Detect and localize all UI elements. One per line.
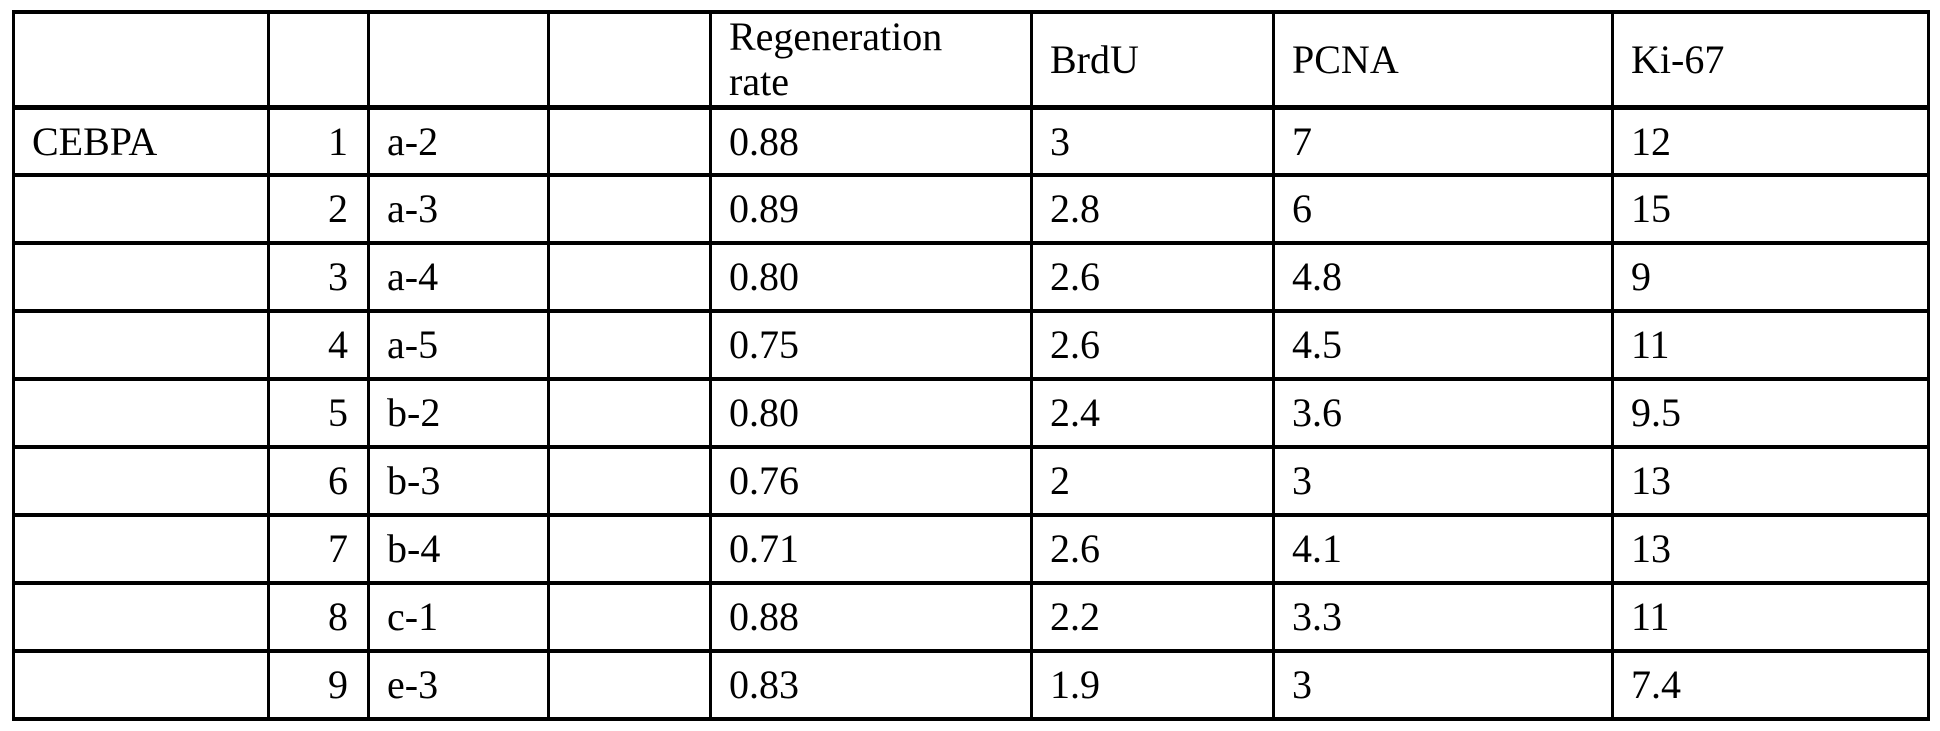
brdu-cell: 2 xyxy=(1030,445,1275,517)
index-cell: 3 xyxy=(267,241,370,313)
spacer-cell xyxy=(547,513,712,585)
gene-cell xyxy=(12,649,270,721)
index-cell: 4 xyxy=(267,309,370,381)
sample-cell: a-2 xyxy=(367,105,550,177)
spacer-cell xyxy=(547,649,712,721)
table-row: 4 a-5 0.75 2.6 4.5 11 xyxy=(12,309,1930,381)
regeneration-rate-cell: 0.88 xyxy=(709,581,1033,653)
regeneration-rate-cell: 0.80 xyxy=(709,377,1033,449)
ki67-cell: 11 xyxy=(1611,581,1930,653)
header-gene xyxy=(12,10,270,110)
ki67-cell: 13 xyxy=(1611,445,1930,517)
index-cell: 2 xyxy=(267,173,370,245)
pcna-cell: 7 xyxy=(1272,105,1614,177)
spacer-cell xyxy=(547,173,712,245)
ki67-cell: 12 xyxy=(1611,105,1930,177)
spacer-cell xyxy=(547,105,712,177)
index-cell: 6 xyxy=(267,445,370,517)
table-header: Regeneration rate BrdU PCNA Ki-67 xyxy=(12,10,1930,110)
header-sample xyxy=(367,10,550,110)
pcna-cell: 6 xyxy=(1272,173,1614,245)
spacer-cell xyxy=(547,581,712,653)
table-row: 2 a-3 0.89 2.8 6 15 xyxy=(12,173,1930,245)
brdu-cell: 2.6 xyxy=(1030,309,1275,381)
table-row: 7 b-4 0.71 2.6 4.1 13 xyxy=(12,513,1930,585)
header-row: Regeneration rate BrdU PCNA Ki-67 xyxy=(12,10,1930,110)
regeneration-rate-cell: 0.83 xyxy=(709,649,1033,721)
brdu-cell: 3 xyxy=(1030,105,1275,177)
pcna-cell: 4.8 xyxy=(1272,241,1614,313)
spacer-cell xyxy=(547,309,712,381)
regeneration-rate-cell: 0.71 xyxy=(709,513,1033,585)
sample-cell: a-4 xyxy=(367,241,550,313)
regeneration-rate-cell: 0.76 xyxy=(709,445,1033,517)
ki67-cell: 15 xyxy=(1611,173,1930,245)
brdu-cell: 1.9 xyxy=(1030,649,1275,721)
header-spacer xyxy=(547,10,712,110)
sample-cell: e-3 xyxy=(367,649,550,721)
table-row: 5 b-2 0.80 2.4 3.6 9.5 xyxy=(12,377,1930,449)
sample-cell: c-1 xyxy=(367,581,550,653)
brdu-cell: 2.4 xyxy=(1030,377,1275,449)
header-ki67: Ki-67 xyxy=(1611,10,1930,110)
gene-cell: CEBPA xyxy=(12,105,270,177)
sample-cell: a-3 xyxy=(367,173,550,245)
sample-cell: b-3 xyxy=(367,445,550,517)
sample-cell: a-5 xyxy=(367,309,550,381)
ki67-cell: 9 xyxy=(1611,241,1930,313)
table-row: 3 a-4 0.80 2.6 4.8 9 xyxy=(12,241,1930,313)
gene-cell xyxy=(12,377,270,449)
sample-cell: b-4 xyxy=(367,513,550,585)
pcna-cell: 3.3 xyxy=(1272,581,1614,653)
index-cell: 5 xyxy=(267,377,370,449)
spacer-cell xyxy=(547,241,712,313)
gene-cell xyxy=(12,513,270,585)
index-cell: 7 xyxy=(267,513,370,585)
gene-cell xyxy=(12,445,270,517)
pcna-cell: 3 xyxy=(1272,445,1614,517)
gene-cell xyxy=(12,309,270,381)
brdu-cell: 2.6 xyxy=(1030,513,1275,585)
table-row: 9 e-3 0.83 1.9 3 7.4 xyxy=(12,649,1930,721)
index-cell: 9 xyxy=(267,649,370,721)
spacer-cell xyxy=(547,445,712,517)
table-body: CEBPA 1 a-2 0.88 3 7 12 2 a-3 0.89 2.8 6… xyxy=(12,105,1930,721)
brdu-cell: 2.6 xyxy=(1030,241,1275,313)
table-row: 6 b-3 0.76 2 3 13 xyxy=(12,445,1930,517)
gene-cell xyxy=(12,173,270,245)
ki67-cell: 9.5 xyxy=(1611,377,1930,449)
data-table: Regeneration rate BrdU PCNA Ki-67 CEBPA … xyxy=(12,10,1930,721)
pcna-cell: 3 xyxy=(1272,649,1614,721)
header-regeneration-rate: Regeneration rate xyxy=(709,10,1033,110)
header-brdu: BrdU xyxy=(1030,10,1275,110)
regeneration-rate-cell: 0.88 xyxy=(709,105,1033,177)
ki67-cell: 7.4 xyxy=(1611,649,1930,721)
regeneration-rate-cell: 0.75 xyxy=(709,309,1033,381)
brdu-cell: 2.2 xyxy=(1030,581,1275,653)
pcna-cell: 4.5 xyxy=(1272,309,1614,381)
header-pcna: PCNA xyxy=(1272,10,1614,110)
gene-cell xyxy=(12,241,270,313)
regeneration-rate-cell: 0.89 xyxy=(709,173,1033,245)
table-row: CEBPA 1 a-2 0.88 3 7 12 xyxy=(12,105,1930,177)
pcna-cell: 4.1 xyxy=(1272,513,1614,585)
ki67-cell: 11 xyxy=(1611,309,1930,381)
spacer-cell xyxy=(547,377,712,449)
regeneration-rate-cell: 0.80 xyxy=(709,241,1033,313)
brdu-cell: 2.8 xyxy=(1030,173,1275,245)
index-cell: 1 xyxy=(267,105,370,177)
sample-cell: b-2 xyxy=(367,377,550,449)
pcna-cell: 3.6 xyxy=(1272,377,1614,449)
ki67-cell: 13 xyxy=(1611,513,1930,585)
table-row: 8 c-1 0.88 2.2 3.3 11 xyxy=(12,581,1930,653)
index-cell: 8 xyxy=(267,581,370,653)
header-index xyxy=(267,10,370,110)
gene-cell xyxy=(12,581,270,653)
